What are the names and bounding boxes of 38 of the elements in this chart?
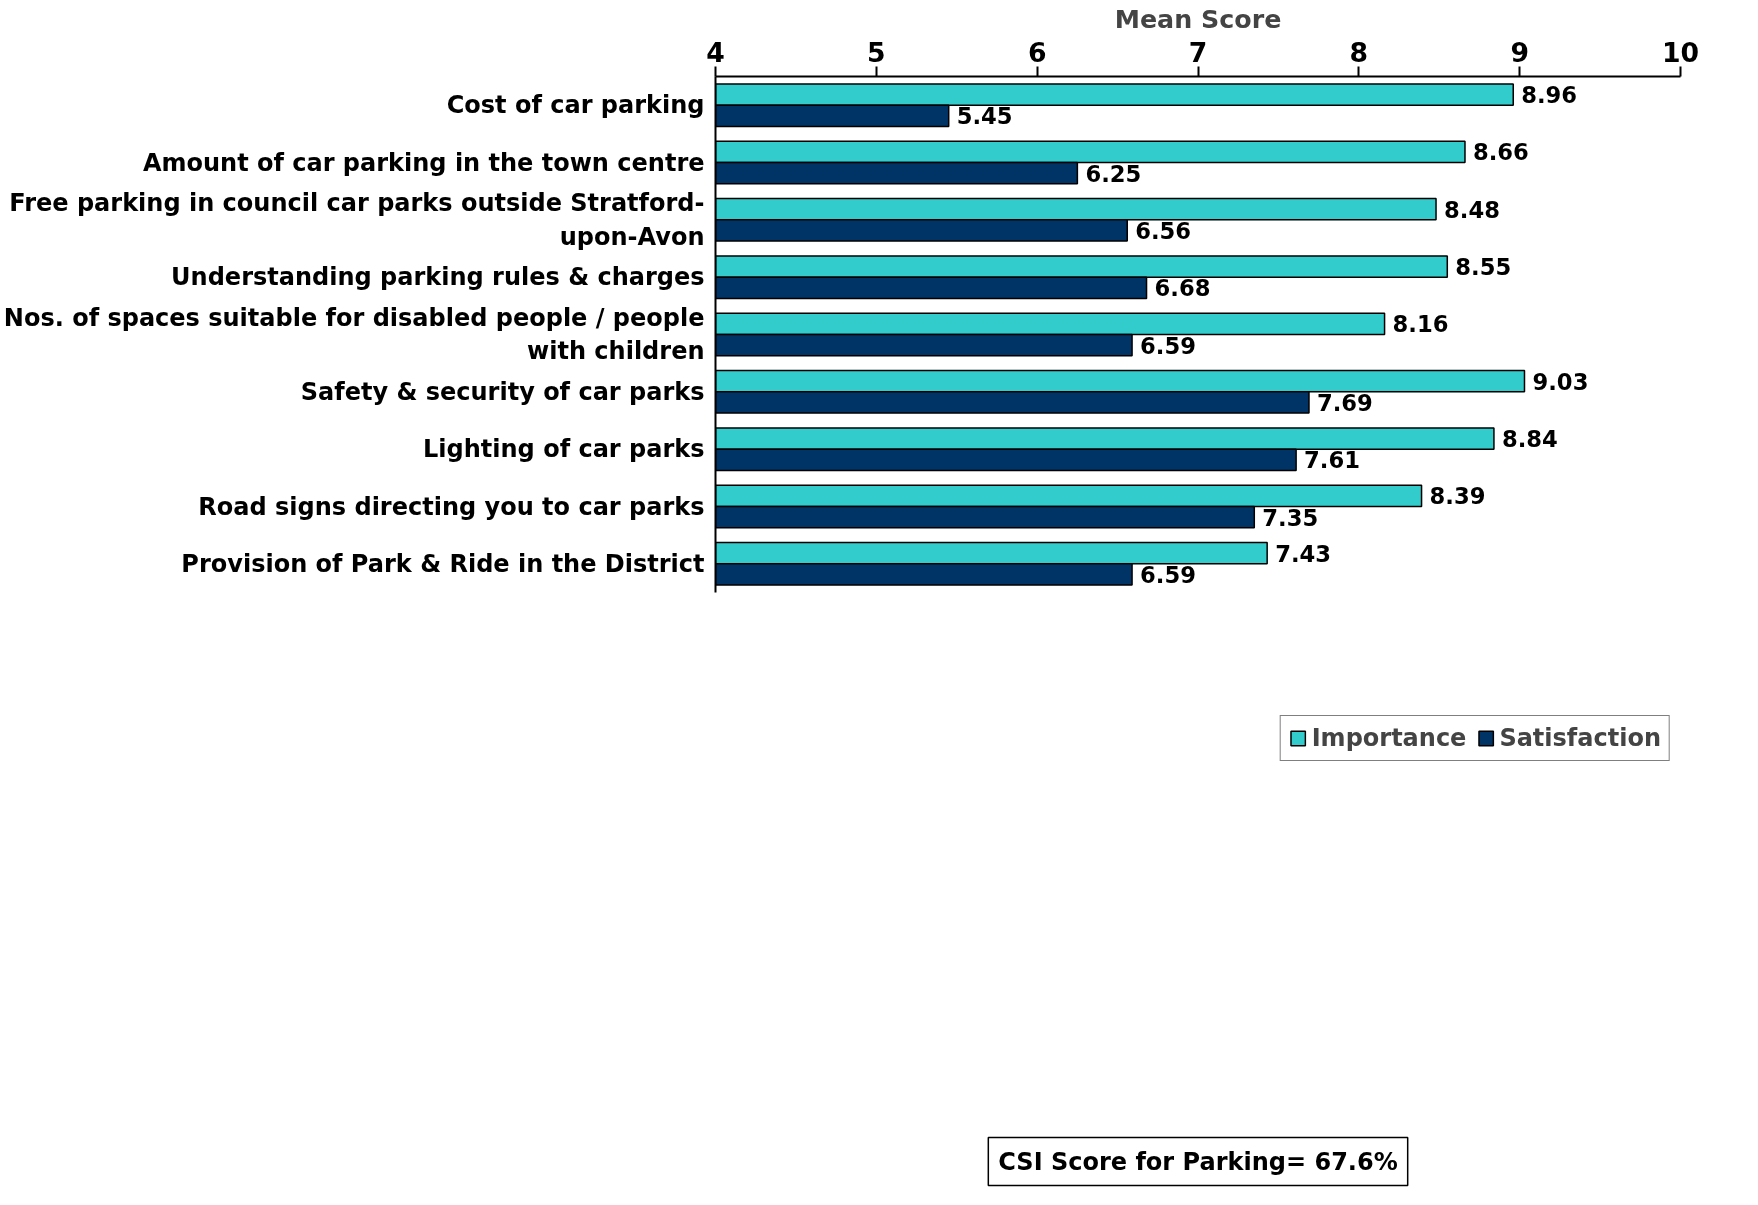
data-label: 6.68: [1154, 275, 1211, 302]
data-label: 6.25: [1085, 160, 1142, 187]
y-tick-label: Amount of car parking in the town centre: [142, 148, 705, 177]
data-label: 8.55: [1455, 254, 1512, 281]
data-label: 5.45: [956, 103, 1013, 130]
y-tick-label: Provision of Park & Ride in the District: [181, 549, 705, 578]
y-tick-label: Understanding parking rules & charges: [171, 263, 705, 292]
x-tick-label: 8: [1349, 36, 1369, 68]
x-tick-label: 6: [1027, 36, 1047, 68]
y-tick-label: Road signs directing you to car parks: [198, 492, 705, 521]
legend-label: Satisfaction: [1499, 724, 1661, 752]
data-label: 8.16: [1392, 311, 1449, 338]
data-label: 9.03: [1532, 368, 1589, 395]
data-label: 8.39: [1429, 483, 1486, 510]
y-tick-label: Cost of car parking: [446, 91, 705, 120]
data-label: 7.61: [1304, 447, 1361, 474]
data-label: 6.59: [1140, 561, 1196, 588]
text: CSI Score for Parking= 67.6%: [998, 1147, 1398, 1176]
x-tick-label: 7: [1188, 36, 1208, 68]
legend-label: Importance: [1311, 724, 1467, 752]
data-label: 6.56: [1135, 217, 1192, 244]
x-tick-label: 10: [1661, 36, 1700, 68]
data-label: 7.35: [1262, 504, 1319, 531]
data-label: 6.59: [1140, 332, 1196, 359]
y-tick-label: Safety & security of car parks: [300, 377, 705, 406]
y-tick-label: Free parking in council car parks outside Stratford-upon-Avon: [9, 189, 705, 251]
y-tick-label: Nos. of spaces suitable for disabled people / people with children: [3, 303, 705, 366]
x-tick-label: 5: [867, 36, 886, 68]
data-label: 7.69: [1316, 389, 1373, 416]
x-tick-label: 4: [706, 36, 725, 68]
data-label: 8.96: [1521, 82, 1578, 109]
data-label: 7.43: [1275, 540, 1332, 567]
data-label: 8.84: [1501, 426, 1558, 453]
x-tick-label: 9: [1510, 36, 1529, 68]
data-label: 8.66: [1472, 139, 1529, 166]
y-tick-label: Lighting of car parks: [423, 435, 705, 464]
x-axis-title: Mean Score: [1114, 3, 1282, 34]
data-label: 8.48: [1444, 196, 1500, 223]
